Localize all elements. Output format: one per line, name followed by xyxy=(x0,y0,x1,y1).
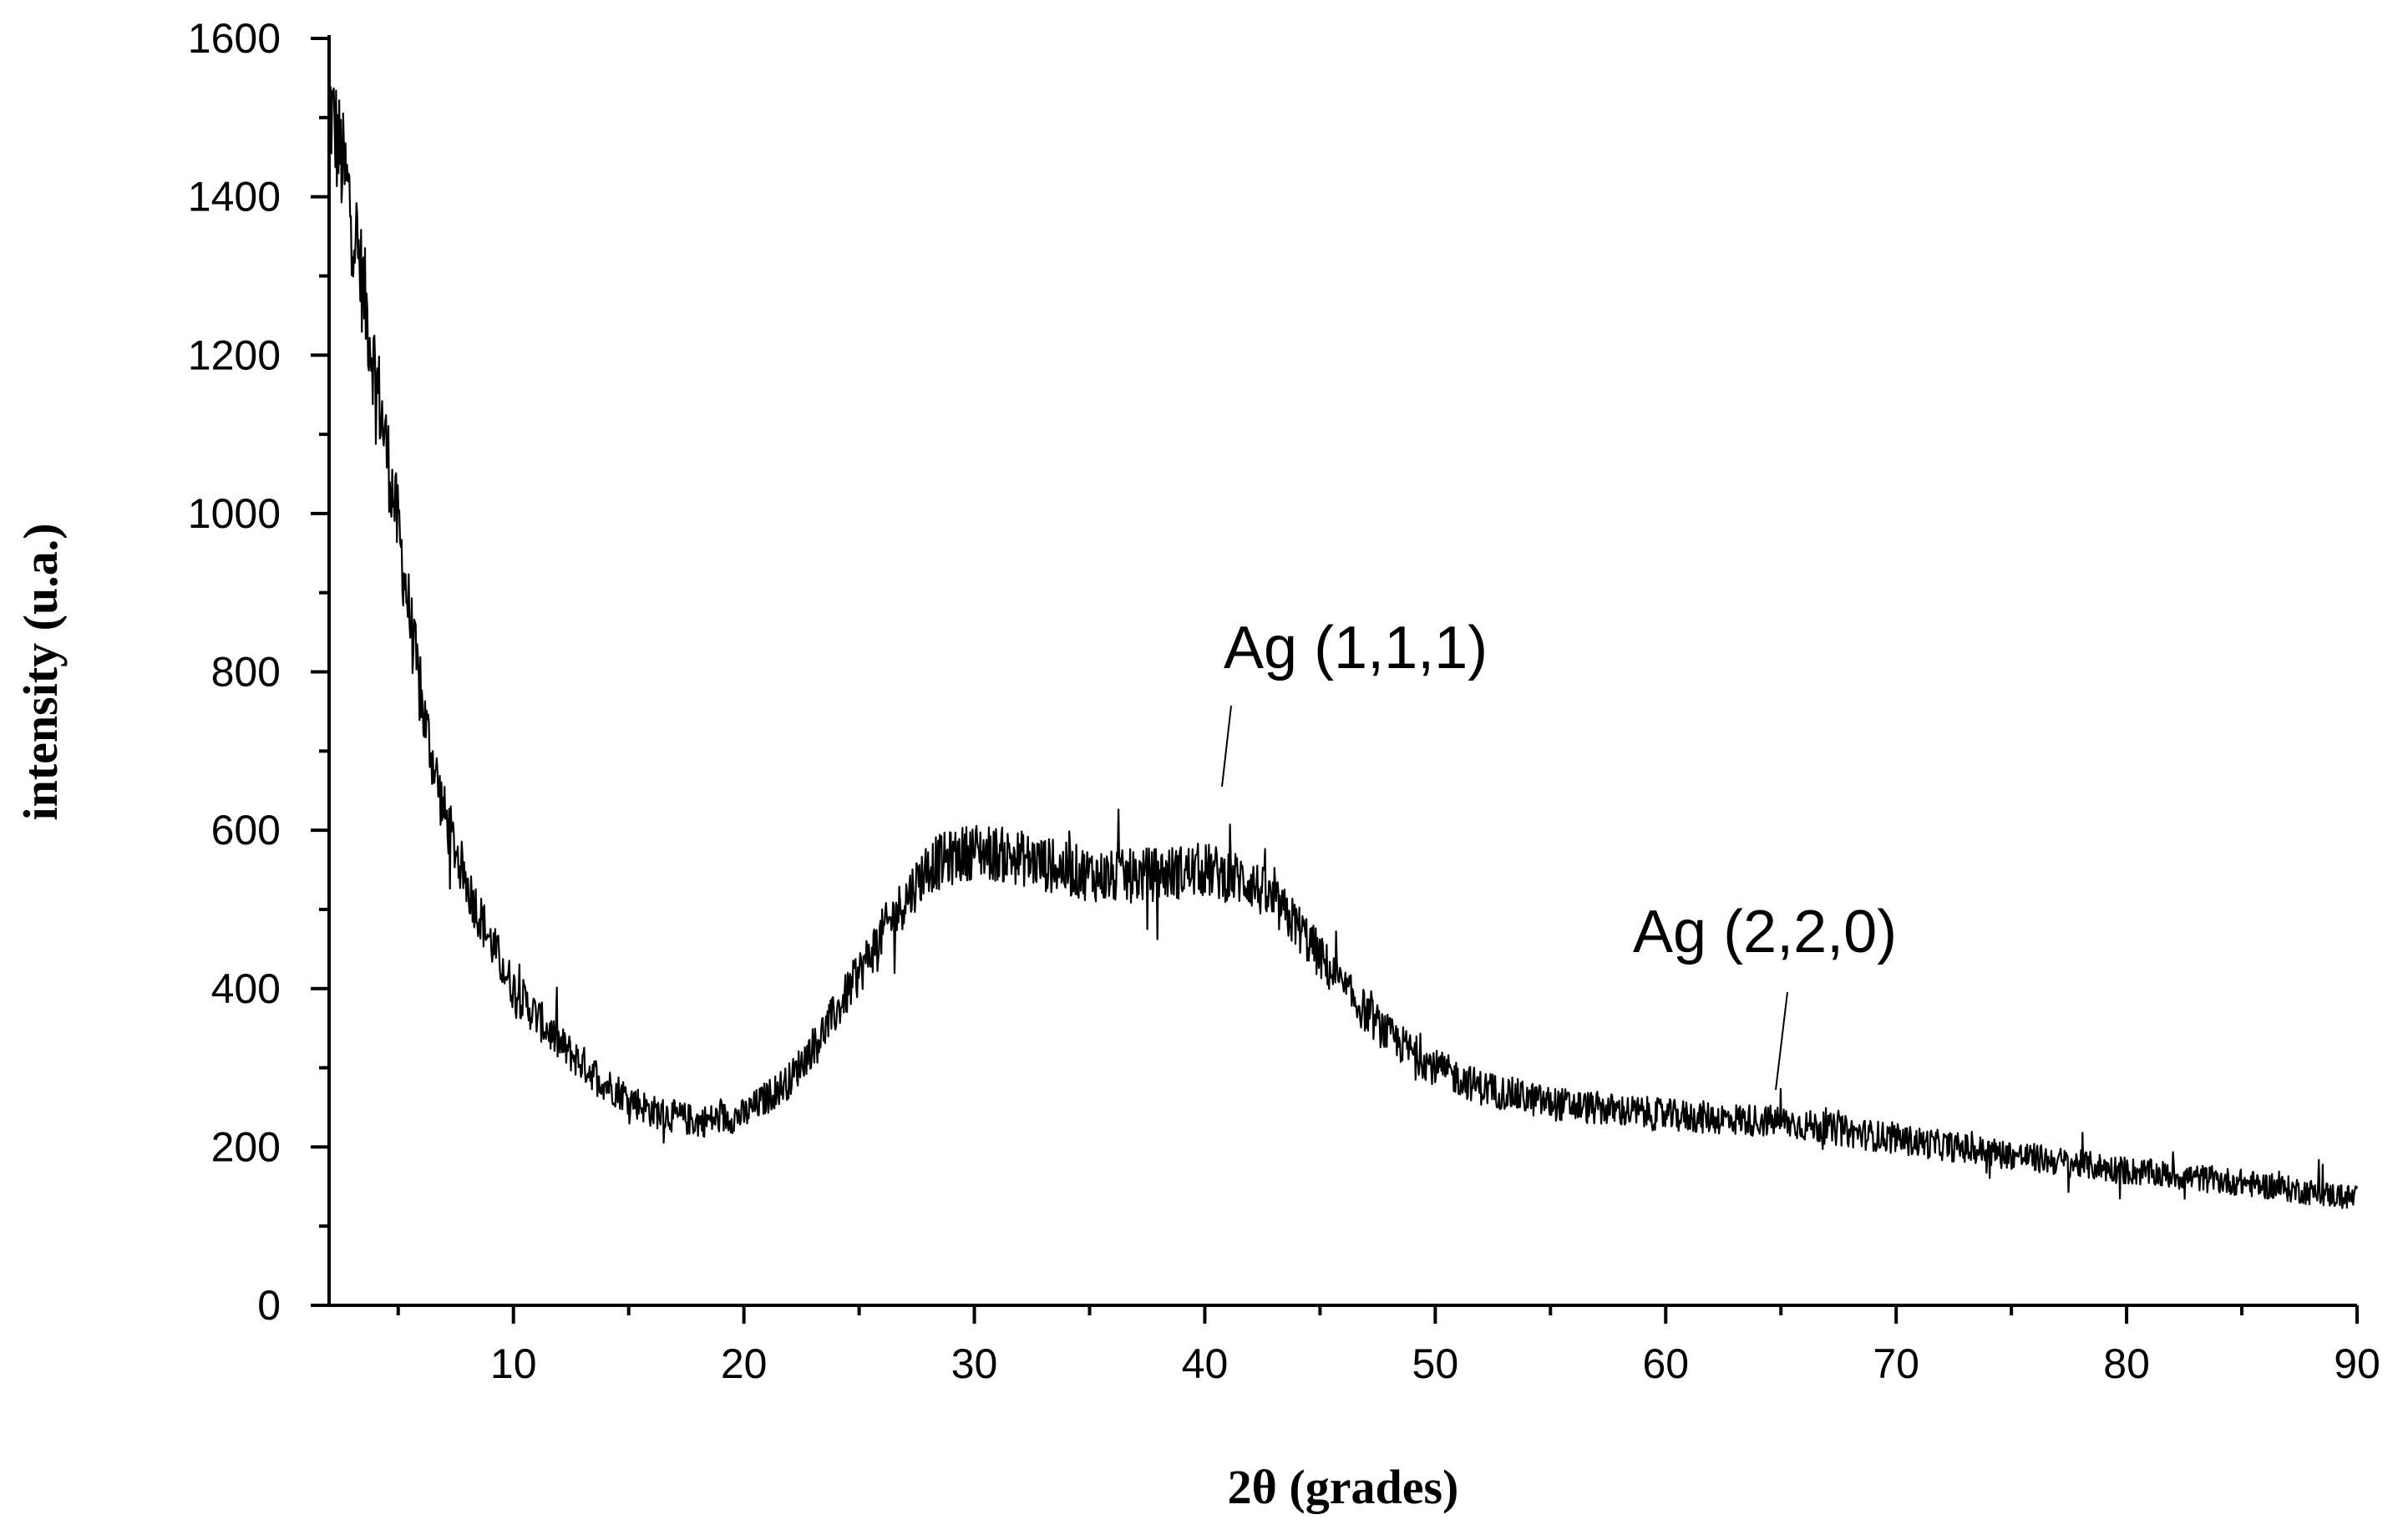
annotation-leader-line xyxy=(1775,991,1788,1091)
x-tick-label: 10 xyxy=(490,1340,537,1387)
y-tick-label: 800 xyxy=(211,649,281,696)
y-tick-label: 400 xyxy=(211,965,281,1012)
x-tick-label: 90 xyxy=(2334,1340,2380,1387)
x-tick-label: 60 xyxy=(1642,1340,1689,1387)
x-tick-label: 50 xyxy=(1412,1340,1459,1387)
plot-area xyxy=(327,82,2359,1209)
x-tick-label: 40 xyxy=(1182,1340,1229,1387)
y-tick-label: 1200 xyxy=(188,332,281,378)
y-axis-title: intensity (u.a.) xyxy=(13,523,68,820)
annotation-leader-line xyxy=(1221,705,1232,788)
x-ticks: 10 20 30 40 50 60 70 80 90 xyxy=(396,1305,2380,1387)
annotations: Ag (1,1,1) Ag (2,2,0) xyxy=(1221,615,1897,1091)
y-tick-label: 1600 xyxy=(188,15,281,62)
xrd-pattern-line xyxy=(327,82,2359,1209)
x-tick-label: 20 xyxy=(721,1340,768,1387)
y-tick-label: 0 xyxy=(257,1282,281,1329)
x-tick-label: 80 xyxy=(2103,1340,2150,1387)
x-tick-label: 70 xyxy=(1873,1340,1919,1387)
peak-annotation: Ag (1,1,1) xyxy=(1224,615,1488,681)
y-ticks: 0 200 400 600 800 1000 1200 1400 1600 xyxy=(188,15,329,1329)
x-axis-title: 2θ (grades) xyxy=(1228,1460,1459,1514)
y-tick-label: 200 xyxy=(211,1123,281,1170)
x-tick-label: 30 xyxy=(951,1340,998,1387)
y-tick-label: 600 xyxy=(211,807,281,854)
y-tick-label: 1000 xyxy=(188,490,281,537)
y-tick-label: 1400 xyxy=(188,174,281,220)
peak-annotation: Ag (2,2,0) xyxy=(1633,899,1897,965)
